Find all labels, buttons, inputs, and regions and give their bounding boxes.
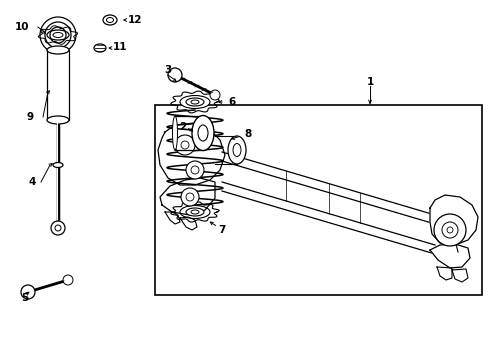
Ellipse shape xyxy=(227,136,245,164)
Text: 9: 9 xyxy=(26,112,34,122)
Text: 1: 1 xyxy=(366,77,373,87)
Ellipse shape xyxy=(232,144,241,157)
Circle shape xyxy=(51,221,65,235)
Polygon shape xyxy=(429,195,477,245)
Circle shape xyxy=(209,90,220,100)
Circle shape xyxy=(191,166,199,174)
Ellipse shape xyxy=(191,100,199,104)
Ellipse shape xyxy=(47,46,69,54)
Ellipse shape xyxy=(172,116,177,150)
Circle shape xyxy=(181,141,189,149)
Text: 4: 4 xyxy=(28,177,36,187)
Ellipse shape xyxy=(103,15,117,25)
Ellipse shape xyxy=(94,44,106,52)
Circle shape xyxy=(433,214,465,246)
Text: 3: 3 xyxy=(164,65,171,75)
Ellipse shape xyxy=(180,95,209,108)
Ellipse shape xyxy=(106,18,113,23)
Text: 2: 2 xyxy=(179,122,186,132)
Text: 10: 10 xyxy=(15,22,29,32)
Text: 6: 6 xyxy=(228,97,235,107)
Bar xyxy=(47,50,69,120)
Polygon shape xyxy=(158,123,224,185)
Bar xyxy=(155,105,481,295)
Polygon shape xyxy=(429,244,469,268)
Circle shape xyxy=(63,275,73,285)
Ellipse shape xyxy=(192,116,214,150)
Circle shape xyxy=(175,135,195,155)
Polygon shape xyxy=(164,212,180,224)
Text: 8: 8 xyxy=(244,129,251,139)
Circle shape xyxy=(446,227,452,233)
Ellipse shape xyxy=(53,162,63,167)
Ellipse shape xyxy=(198,125,207,141)
Circle shape xyxy=(21,285,35,299)
Circle shape xyxy=(181,188,199,206)
Ellipse shape xyxy=(180,206,209,219)
Ellipse shape xyxy=(191,210,199,214)
Circle shape xyxy=(185,193,194,201)
Ellipse shape xyxy=(185,98,203,106)
Text: 12: 12 xyxy=(127,15,142,25)
Circle shape xyxy=(441,222,457,238)
Ellipse shape xyxy=(185,208,203,216)
Circle shape xyxy=(55,225,61,231)
Text: 11: 11 xyxy=(113,42,127,52)
Text: 7: 7 xyxy=(218,225,225,235)
Polygon shape xyxy=(436,267,451,280)
Ellipse shape xyxy=(47,116,69,124)
Text: 5: 5 xyxy=(21,293,29,303)
Polygon shape xyxy=(180,217,197,230)
Circle shape xyxy=(185,161,203,179)
Polygon shape xyxy=(160,178,215,215)
Polygon shape xyxy=(451,269,467,282)
Circle shape xyxy=(168,68,182,82)
